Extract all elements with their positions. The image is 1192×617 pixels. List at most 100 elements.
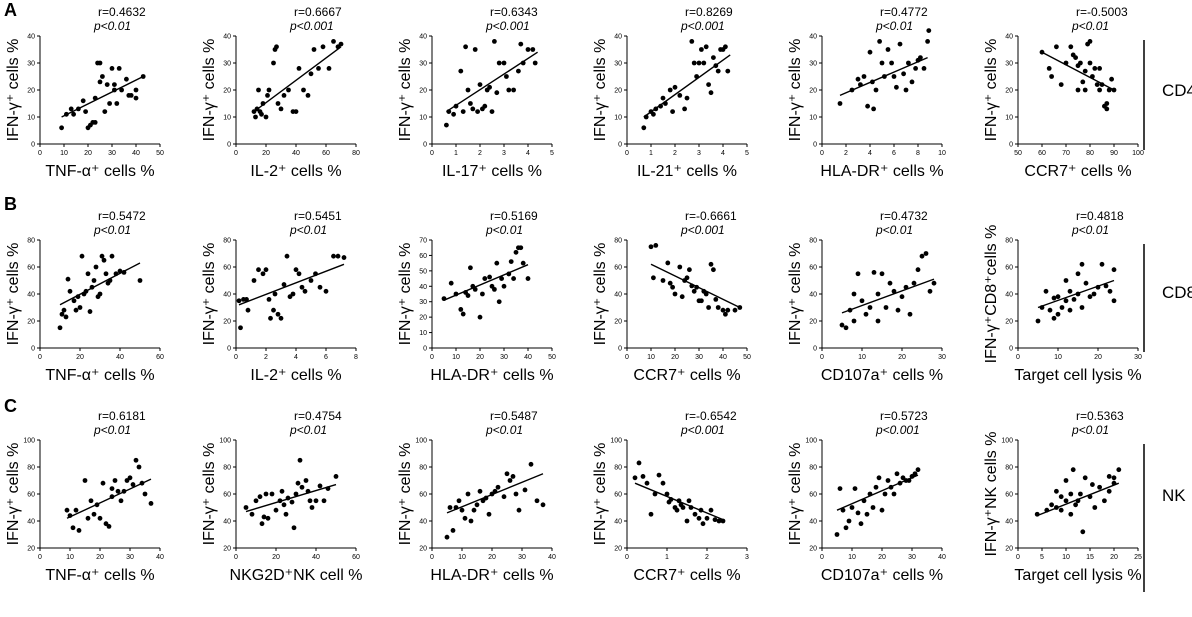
x-axis-label: TNF-α⁺ cells % — [45, 567, 154, 584]
y-tick-label: 100 — [1001, 438, 1013, 445]
y-tick-label: 0 — [423, 142, 427, 149]
regression-line — [841, 278, 935, 314]
data-point — [855, 271, 861, 277]
data-point — [713, 63, 719, 69]
x-tick-label: 10 — [60, 150, 68, 157]
data-point — [487, 274, 492, 280]
data-point — [713, 297, 719, 302]
data-point — [839, 322, 845, 328]
y-tick-label: 10 — [419, 330, 427, 337]
data-point — [1078, 491, 1083, 497]
x-tick-label: 100 — [1132, 150, 1144, 157]
x-tick-label: 6 — [324, 354, 328, 361]
data-point — [530, 47, 536, 52]
y-axis-label: IFN-γ⁺ cells % — [201, 243, 218, 346]
x-tick-label: 50 — [1014, 150, 1022, 157]
data-point — [711, 267, 716, 273]
data-point — [891, 74, 897, 79]
x-axis-label: Target cell lysis % — [1014, 367, 1141, 384]
data-point — [1097, 484, 1102, 490]
data-point — [309, 505, 315, 510]
data-point — [895, 307, 901, 313]
scatter-plot-a-1: 0 10 20 30 40 50 0 10 20 30 40 TNF-α⁺ cells % IFN-γ⁺… — [5, 5, 164, 180]
y-tick-label: 10 — [614, 115, 622, 122]
data-point — [676, 498, 682, 504]
x-tick-label: 10 — [66, 554, 74, 561]
y-tick-label: 0 — [1009, 346, 1013, 353]
data-point — [894, 84, 899, 90]
y-tick-label: 100 — [610, 438, 622, 445]
data-point — [109, 66, 115, 71]
data-point — [1039, 49, 1045, 55]
data-point — [679, 294, 685, 300]
data-point — [882, 74, 887, 79]
data-point — [699, 47, 704, 52]
x-tick-label: 10 — [1054, 354, 1062, 361]
data-point — [148, 501, 154, 506]
p-value: p<0.01 — [93, 423, 131, 437]
data-point — [341, 255, 347, 260]
data-point — [477, 82, 483, 87]
x-tick-label: 10 — [647, 354, 655, 361]
data-point — [115, 488, 121, 494]
data-point — [1083, 280, 1089, 286]
x-tick-label: 80 — [1086, 150, 1094, 157]
data-point — [57, 325, 63, 331]
data-point — [256, 267, 261, 273]
y-tick-label: 20 — [809, 546, 817, 553]
y-axis-label: IFN-γ⁺ cells % — [397, 39, 414, 142]
data-point — [116, 66, 122, 71]
data-point — [891, 288, 897, 294]
y-tick-label: 0 — [227, 346, 231, 353]
x-tick-label: 8 — [916, 150, 920, 157]
x-tick-label: 0 — [38, 354, 42, 361]
x-axis-label: HLA-DR⁺ cells % — [430, 567, 553, 584]
x-axis-label: NKG2D⁺NK cell % — [230, 567, 363, 584]
data-point — [885, 478, 891, 483]
data-point — [1049, 74, 1054, 79]
row-label-cd4: CD4 — [1162, 81, 1192, 100]
data-point — [89, 284, 95, 290]
data-point — [124, 76, 129, 82]
correlation-r: r=0.5487 — [490, 409, 538, 423]
y-tick-label: 0 — [1009, 142, 1013, 149]
data-point — [85, 271, 91, 277]
data-point — [871, 106, 876, 112]
data-point — [691, 288, 697, 294]
data-point — [706, 82, 711, 87]
data-point — [1067, 307, 1073, 313]
data-point — [1099, 261, 1105, 267]
data-point — [281, 282, 287, 287]
data-point — [684, 275, 690, 281]
x-tick-label: 0 — [38, 150, 42, 157]
data-point — [317, 483, 323, 489]
data-point — [660, 95, 666, 101]
data-point — [1080, 529, 1086, 535]
data-point — [1044, 507, 1050, 513]
data-point — [927, 288, 933, 294]
data-point — [879, 507, 885, 513]
y-tick-label: 40 — [809, 519, 817, 526]
data-point — [245, 307, 251, 313]
correlation-r: r=0.6667 — [294, 5, 342, 19]
y-tick-label: 10 — [1005, 115, 1013, 122]
x-tick-label: 0 — [430, 150, 434, 157]
y-tick-label: 20 — [27, 319, 35, 326]
y-tick-label: 80 — [419, 465, 427, 472]
data-point — [260, 101, 266, 106]
data-point — [325, 486, 331, 491]
data-point — [534, 498, 540, 504]
data-point — [858, 521, 864, 527]
scatter-plot-b-4: 0 10 20 30 40 50 0 20 40 60 80 CCR7⁺ cells % IFN-γ⁺ … — [592, 209, 751, 384]
data-point — [444, 534, 450, 540]
data-point — [506, 271, 512, 277]
data-point — [453, 505, 459, 510]
x-tick-label: 20 — [272, 554, 280, 561]
x-tick-label: 0 — [625, 150, 629, 157]
data-point — [447, 505, 453, 510]
data-point — [723, 44, 728, 50]
x-tick-label: 0 — [1016, 354, 1020, 361]
p-value: p<0.01 — [1071, 423, 1109, 437]
data-point — [644, 480, 650, 486]
